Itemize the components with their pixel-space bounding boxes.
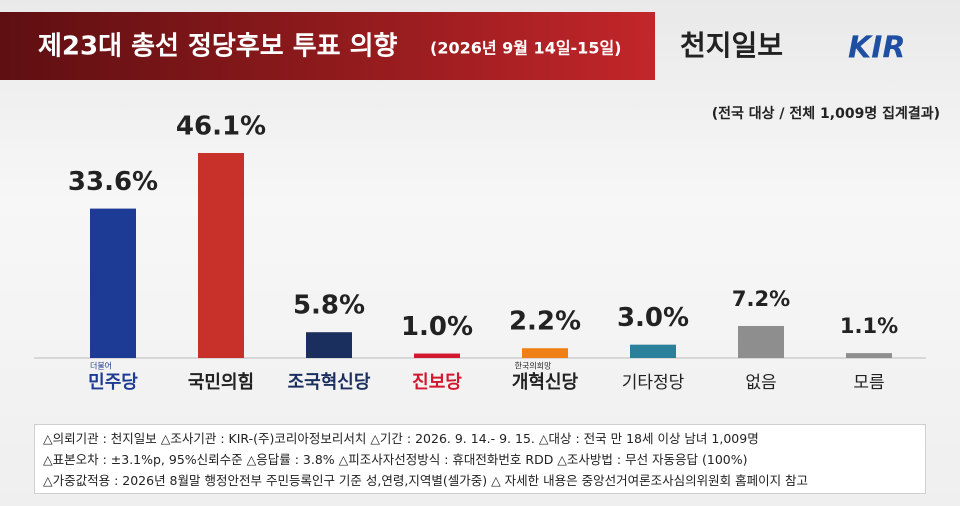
bar: [846, 353, 892, 358]
category-label: 민주당: [88, 372, 138, 393]
category-label: 개혁신당: [512, 371, 579, 393]
category-sublabel: 더불어: [90, 361, 112, 371]
value-label: 5.8%: [293, 291, 365, 321]
bar: [414, 353, 460, 358]
value-label: 33.6%: [68, 167, 158, 197]
bar: [738, 325, 784, 358]
logo: KIR: [848, 31, 906, 66]
chart-subtitle: (2026년 9월 14일-15일): [430, 39, 621, 58]
bar: [90, 208, 136, 358]
footnote: △의뢰기관 : 천지일보 △조사기관 : KIR-(주)코리아정보리서치 △기간…: [43, 431, 759, 446]
category-label: 진보당: [412, 372, 462, 393]
value-label: 7.2%: [732, 287, 790, 311]
bar: [198, 153, 244, 358]
brand: 천지일보: [680, 29, 783, 62]
title-banner: [0, 12, 655, 80]
category-label: 없음: [745, 373, 776, 393]
value-label: 1.1%: [840, 314, 898, 338]
value-label: 1.0%: [401, 312, 473, 342]
value-label: 3.0%: [617, 303, 689, 333]
category-sublabel: 한국의희망: [515, 361, 552, 371]
category-label: 기타정당: [622, 373, 685, 393]
bar: [522, 348, 568, 358]
value-label: 46.1%: [176, 112, 266, 142]
category-label: 국민의힘: [188, 372, 254, 393]
footnote: △가중값적용 : 2026년 8월말 행정안전부 주민등록인구 기준 성,연령,…: [43, 473, 809, 488]
category-label: 모름: [853, 373, 884, 393]
note: (전국 대상 / 전체 1,009명 집계결과): [712, 105, 940, 122]
category-label: 조국혁신당: [288, 371, 371, 393]
footnotes: △의뢰기관 : 천지일보 △조사기관 : KIR-(주)코리아정보리서치 △기간…: [34, 424, 926, 494]
bar: [630, 344, 676, 358]
value-label: 2.2%: [509, 307, 581, 337]
bar: [306, 332, 352, 358]
footnote: △표본오차 : ±3.1%p, 95%신뢰수준 △응답률 : 3.8% △피조사…: [43, 452, 748, 467]
chart-title: 제23대 총선 정당후보 투표 의향: [38, 32, 398, 62]
